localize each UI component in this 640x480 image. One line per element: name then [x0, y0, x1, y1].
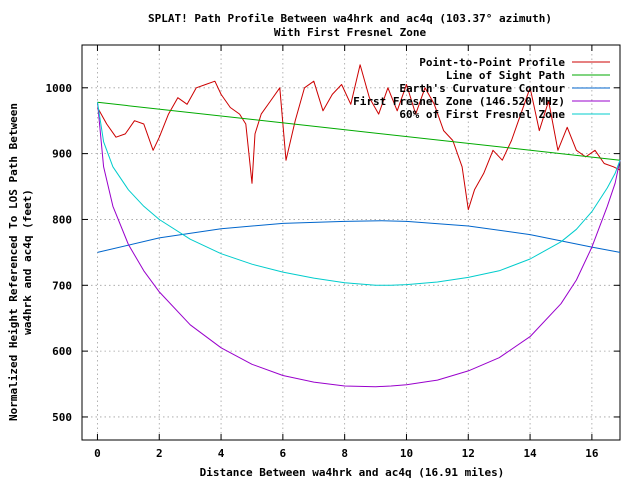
- chart-title: SPLAT! Path Profile Between wa4hrk and a…: [148, 12, 552, 25]
- legend-label-1: Point-to-Point Profile: [419, 56, 565, 69]
- y-tick-label: 500: [52, 411, 72, 424]
- series-line-2: [97, 101, 621, 161]
- series-line-4: [97, 102, 621, 388]
- series-line-1: [97, 64, 621, 211]
- series-line-3: [97, 220, 621, 253]
- y-tick-label: 900: [52, 148, 72, 161]
- chart-subtitle: With First Fresnel Zone: [274, 26, 427, 39]
- legend-label-4: First Fresnel Zone (146.520 MHz): [353, 95, 565, 108]
- y-tick-label: 700: [52, 279, 72, 292]
- legend-label-3: Earth's Curvature Contour: [399, 82, 565, 95]
- x-tick-label: 6: [280, 447, 287, 460]
- y-tick-label: 600: [52, 345, 72, 358]
- x-tick-label: 0: [94, 447, 101, 460]
- y-tick-label: 800: [52, 213, 72, 226]
- x-tick-label: 16: [585, 447, 599, 460]
- x-axis-label: Distance Between wa4hrk and ac4q (16.91 …: [200, 466, 505, 479]
- x-tick-label: 4: [218, 447, 225, 460]
- plot-frame: [81, 44, 621, 441]
- x-tick-label: 8: [341, 447, 348, 460]
- series-line-5: [97, 102, 621, 286]
- x-tick-label: 14: [523, 447, 537, 460]
- y-tick-label: 1000: [46, 82, 73, 95]
- x-tick-label: 12: [462, 447, 475, 460]
- series-group: [97, 64, 621, 388]
- y-axis-label-line2: wa4hrk and ac4q (feet): [21, 189, 34, 335]
- grid-lines: [82, 45, 620, 440]
- axis-ticks: 0 2 4 6 8 10 12 14 16 500 600 700 800 900 1000: [46, 45, 620, 460]
- legend-label-5: 60% of First Fresnel Zone: [399, 108, 565, 121]
- x-tick-label: 10: [400, 447, 413, 460]
- x-tick-label: 2: [156, 447, 163, 460]
- y-axis-label-line1: Normalized Height Referenced To LOS Path…: [7, 103, 20, 421]
- legend-label-2: Line of Sight Path: [446, 69, 565, 82]
